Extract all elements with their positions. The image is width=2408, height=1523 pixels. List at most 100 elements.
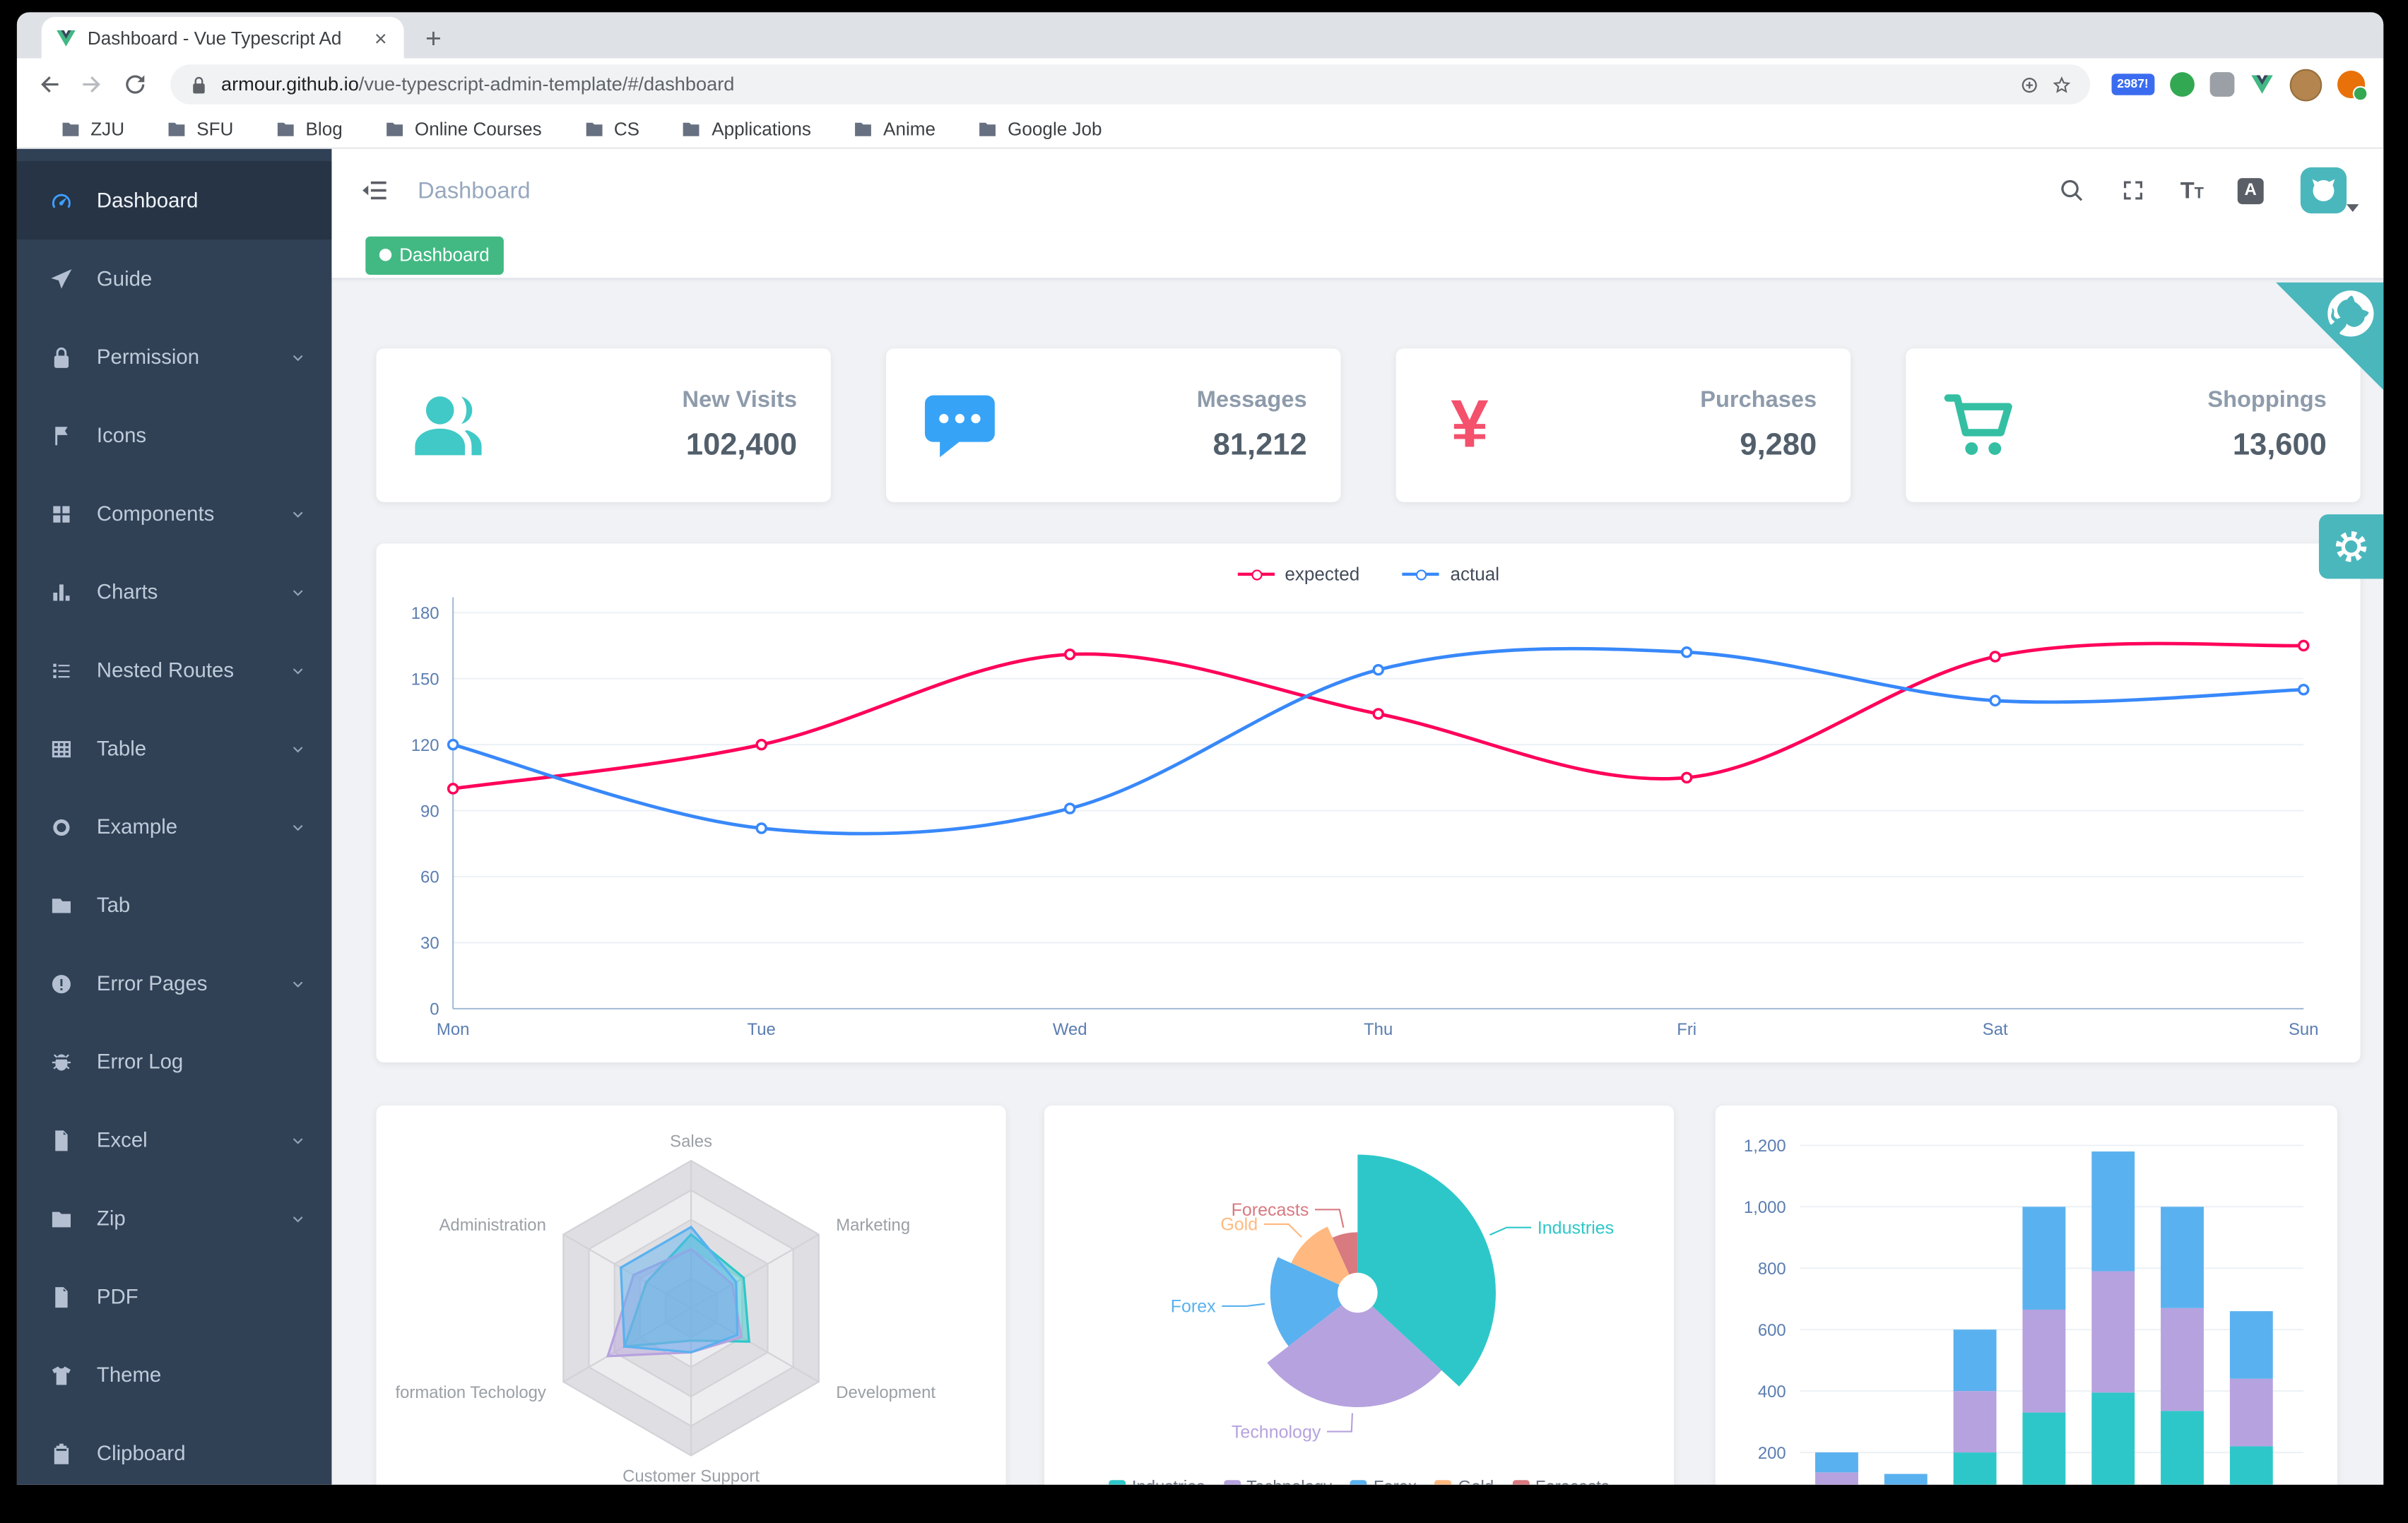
hamburger-icon[interactable]	[360, 175, 390, 206]
bookmark-applications[interactable]: Applications	[681, 118, 811, 140]
bookmark-label: Blog	[305, 118, 343, 140]
radar-chart-card: Sales Administration formation Techology Cu…	[376, 1105, 1006, 1485]
avatar[interactable]	[2300, 167, 2347, 214]
legend-item[interactable]: actual	[1403, 564, 1499, 585]
svg-text:120: 120	[411, 736, 439, 755]
folder-icon	[166, 118, 187, 139]
bookmark-zju[interactable]: ZJU	[60, 118, 125, 140]
sidebar-item-dashboard[interactable]: Dashboard	[16, 161, 332, 240]
yen-icon: ¥	[1451, 386, 1489, 463]
reload-icon[interactable]	[122, 71, 149, 98]
sidebar-item-permission[interactable]: Permission	[17, 318, 332, 396]
legend-item[interactable]: expected	[1237, 564, 1359, 585]
svg-text:Sales: Sales	[670, 1132, 712, 1151]
svg-text:Forex: Forex	[1171, 1297, 1216, 1317]
fullscreen-icon[interactable]	[2119, 177, 2147, 204]
bookmark-sfu[interactable]: SFU	[166, 118, 233, 140]
sidebar-item-label: Permission	[96, 345, 200, 369]
svg-text:Mon: Mon	[437, 1020, 469, 1039]
sidebar-item-charts[interactable]: Charts	[17, 552, 332, 631]
legend-item[interactable]: Industries	[1109, 1478, 1205, 1485]
sidebar-item-guide[interactable]: Guide	[17, 239, 332, 318]
chevron-down-icon	[2347, 204, 2359, 212]
svg-text:180: 180	[411, 604, 439, 623]
stat-card-messages: Messages 81,212	[886, 348, 1341, 502]
svg-text:0: 0	[430, 1000, 439, 1019]
sidebar-item-nested-routes[interactable]: Nested Routes	[17, 631, 332, 709]
lock-icon	[189, 74, 208, 94]
sidebar-item-label: Example	[96, 815, 178, 838]
svg-text:Marketing: Marketing	[836, 1216, 910, 1235]
sidebar-item-clipboard[interactable]: Clipboard	[17, 1414, 332, 1485]
line-chart: 0 30 60 90 120 150 180 Mon Tue Wed Thu Fri Sat Sun	[376, 543, 2360, 1062]
bookmark-anime[interactable]: Anime	[853, 118, 936, 140]
text-size-icon[interactable]: TT	[2180, 177, 2204, 203]
sidebar-item-label: Dashboard	[96, 189, 199, 212]
folder-icon	[49, 1206, 74, 1231]
bookmark-google-job[interactable]: Google Job	[977, 118, 1102, 140]
plus-circle-icon[interactable]	[2019, 74, 2038, 94]
profile-icon[interactable]	[2337, 70, 2368, 102]
extension-icon[interactable]	[2209, 72, 2235, 97]
dashboard-content: New Visits 102,400 Messages 81,212 ¥ Purch…	[331, 280, 2383, 1485]
legend-item[interactable]: Technology	[1223, 1478, 1332, 1485]
folder-icon	[60, 118, 81, 139]
new-tab-button[interactable]: +	[425, 23, 442, 54]
sidebar-item-error-log[interactable]: Error Log	[17, 1023, 332, 1101]
vue-devtools-icon[interactable]	[2250, 72, 2274, 97]
stat-value: 102,400	[685, 428, 798, 463]
svg-text:Forecasts: Forecasts	[1232, 1200, 1309, 1220]
folder-icon	[583, 118, 604, 139]
bookmark-label: Online Courses	[414, 118, 542, 140]
bookmark-label: CS	[613, 118, 640, 140]
sidebar-item-label: Excel	[96, 1128, 148, 1152]
legend-item[interactable]: Gold	[1435, 1478, 1494, 1485]
search-icon[interactable]	[2058, 177, 2085, 204]
sidebar-item-tab[interactable]: Tab	[17, 866, 332, 944]
sidebar-item-components[interactable]: Components	[17, 475, 332, 553]
forward-icon[interactable]	[78, 71, 106, 98]
svg-text:1,200: 1,200	[1744, 1137, 1786, 1156]
legend-item[interactable]: Forex	[1350, 1478, 1417, 1485]
sidebar-item-pdf[interactable]: PDF	[17, 1257, 332, 1336]
tab-icon	[49, 893, 74, 918]
lock-icon	[49, 345, 74, 369]
tab-close-icon[interactable]: ×	[374, 25, 387, 50]
breadcrumb: Dashboard	[418, 177, 531, 203]
user-avatar-wrap[interactable]	[2300, 167, 2359, 214]
back-icon[interactable]	[35, 71, 63, 98]
browser-tab[interactable]: Dashboard - Vue Typescript Ad ×	[41, 16, 404, 59]
language-icon[interactable]: A	[2237, 177, 2264, 203]
bookmark-blog[interactable]: Blog	[275, 118, 343, 140]
bookmark-cs[interactable]: CS	[583, 118, 640, 140]
stat-title: New Visits	[682, 386, 798, 413]
bookmark-label: ZJU	[90, 118, 125, 140]
extension-smiley-icon[interactable]	[2170, 72, 2195, 97]
sidebar-item-table[interactable]: Table	[17, 709, 332, 788]
settings-button[interactable]	[2318, 514, 2384, 579]
tag-dashboard[interactable]: Dashboard	[365, 235, 504, 274]
app-navbar: Dashboard TT A	[331, 148, 2384, 232]
sidebar-item-example[interactable]: Example	[17, 788, 332, 866]
sidebar-item-excel[interactable]: Excel	[17, 1101, 332, 1179]
extension-badge[interactable]: 2987!	[2111, 73, 2155, 95]
sidebar-item-theme[interactable]: Theme	[17, 1336, 332, 1414]
chevron-down-icon	[289, 1131, 307, 1149]
shirt-icon	[49, 1363, 74, 1387]
sidebar-item-label: PDF	[96, 1285, 138, 1308]
sidebar-item-error-pages[interactable]: Error Pages	[17, 944, 332, 1023]
cart-icon	[1940, 386, 2019, 466]
svg-text:150: 150	[411, 670, 439, 689]
browser-avatar[interactable]	[2289, 68, 2323, 101]
stat-title: Messages	[1196, 386, 1307, 413]
sidebar-item-icons[interactable]: Icons	[17, 396, 332, 475]
svg-text:Wed: Wed	[1053, 1020, 1087, 1039]
legend-item[interactable]: Forecasts	[1512, 1478, 1610, 1485]
svg-text:30: 30	[420, 934, 439, 953]
url-bar[interactable]: armour.github.io/vue-typescript-admin-te…	[170, 64, 2090, 105]
sidebar-item-zip[interactable]: Zip	[17, 1179, 332, 1257]
bookmark-online-courses[interactable]: Online Courses	[384, 118, 542, 140]
star-icon[interactable]	[2051, 74, 2071, 94]
